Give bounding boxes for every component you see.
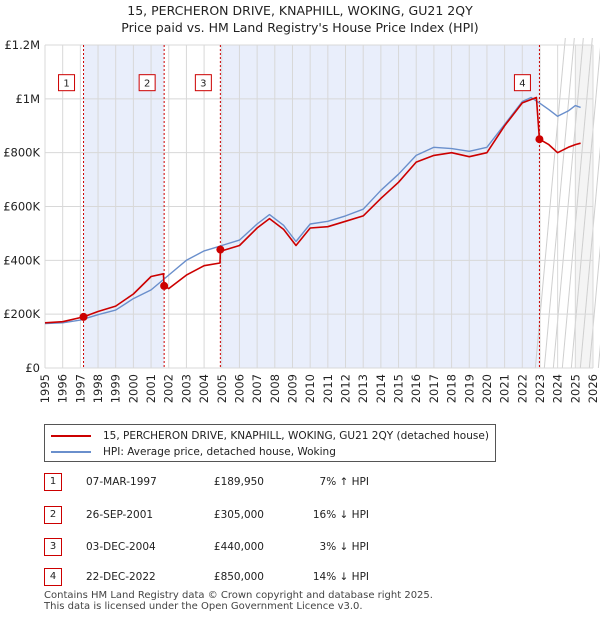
transaction-price: £305,000 <box>213 509 264 521</box>
forecast-hatch-line <box>552 37 584 369</box>
transaction-row: 3 03-DEC-2004 £440,000 3% ↓ HPI <box>44 537 564 557</box>
x-tick-label: 2021 <box>498 374 512 403</box>
transaction-date: 03-DEC-2004 <box>86 541 156 553</box>
y-tick-label: £1.2M <box>4 38 40 52</box>
y-tick-label: £800K <box>3 146 40 160</box>
sale-label-text: 3 <box>200 79 206 90</box>
legend-item-hpi: HPI: Average price, detached house, Woki… <box>51 444 336 460</box>
x-tick-label: 2024 <box>551 374 565 403</box>
x-tick-label: 2025 <box>568 374 582 403</box>
legend-item-property: 15, PERCHERON DRIVE, KNAPHILL, WOKING, G… <box>51 428 489 444</box>
x-tick-label: 2005 <box>215 374 229 403</box>
transaction-badge: 4 <box>44 568 62 586</box>
sale-label-text: 1 <box>63 79 69 90</box>
transaction-hpi: 14% ↓ HPI <box>312 571 369 583</box>
sale-label-box <box>194 74 212 92</box>
transaction-badge: 1 <box>44 473 62 491</box>
forecast-hatch-line <box>588 245 600 369</box>
x-tick-label: 2001 <box>144 374 158 403</box>
forecast-hatch-line <box>579 146 600 369</box>
x-tick-label: 2013 <box>356 374 370 403</box>
y-tick-label: £200K <box>3 307 40 321</box>
legend-swatch-hpi <box>51 451 91 453</box>
transaction-badge: 3 <box>44 538 62 556</box>
x-tick-label: 2002 <box>162 374 176 403</box>
x-tick-label: 2018 <box>445 374 459 403</box>
transaction-date: 07-MAR-1997 <box>86 476 157 488</box>
transaction-badge: 2 <box>44 506 62 524</box>
transaction-hpi: 7% ↑ HPI <box>319 476 369 488</box>
y-tick-label: £400K <box>3 253 40 267</box>
transaction-hpi: 3% ↓ HPI <box>319 541 369 553</box>
x-tick-label: 2016 <box>409 374 423 403</box>
legend: 15, PERCHERON DRIVE, KNAPHILL, WOKING, G… <box>44 424 496 462</box>
x-tick-label: 1999 <box>109 374 123 403</box>
x-tick-label: 2009 <box>285 374 299 403</box>
transaction-row: 4 22-DEC-2022 £850,000 14% ↓ HPI <box>44 567 564 587</box>
x-tick-label: 2014 <box>374 374 388 403</box>
x-tick-label: 2022 <box>515 374 529 403</box>
x-tick-label: 2017 <box>427 374 441 403</box>
x-tick-label: 2012 <box>339 374 353 403</box>
title-line-2: Price paid vs. HM Land Registry's House … <box>121 20 479 35</box>
forecast-hatch-line <box>570 47 600 369</box>
forecast-hatch-line <box>543 37 575 369</box>
x-tick-label: 2015 <box>392 374 406 403</box>
chart-title: 15, PERCHERON DRIVE, KNAPHILL, WOKING, G… <box>0 2 600 36</box>
sale-point <box>79 312 88 321</box>
x-tick-label: 1995 <box>38 374 52 403</box>
x-tick-label: 2006 <box>232 374 246 403</box>
y-tick-label: £1M <box>15 92 40 106</box>
x-tick-label: 2020 <box>480 374 494 403</box>
price-paid-line <box>44 96 581 324</box>
licence-text: This data is licensed under the Open Gov… <box>44 601 363 612</box>
copyright-text: Contains HM Land Registry data © Crown c… <box>44 590 433 601</box>
y-tick-label: £600K <box>3 200 40 214</box>
legend-label-property: 15, PERCHERON DRIVE, KNAPHILL, WOKING, G… <box>103 430 489 442</box>
transaction-price: £440,000 <box>213 541 264 553</box>
x-tick-label: 2010 <box>303 374 317 403</box>
transaction-row: 1 07-MAR-1997 £189,950 7% ↑ HPI <box>44 472 564 492</box>
sale-label-text: 4 <box>519 79 525 90</box>
sale-point <box>216 245 225 254</box>
x-tick-label: 2011 <box>321 374 335 403</box>
title-line-1: 15, PERCHERON DRIVE, KNAPHILL, WOKING, G… <box>127 3 473 18</box>
transaction-row: 2 26-SEP-2001 £305,000 16% ↓ HPI <box>44 505 564 525</box>
legend-label-hpi: HPI: Average price, detached house, Woki… <box>103 446 336 458</box>
transaction-date: 26-SEP-2001 <box>86 509 154 521</box>
price-chart: 1 2 3 4 £0 £200K £400K £600K £800K £1M £1.2M 1995 1… <box>3 37 600 403</box>
y-tick-label: £0 <box>25 361 40 375</box>
sale-point <box>160 281 169 290</box>
x-tick-label: 2026 <box>586 374 600 403</box>
sale-point <box>535 135 544 144</box>
x-tick-label: 1997 <box>73 374 87 403</box>
sale-label-box <box>138 74 156 92</box>
transaction-date: 22-DEC-2022 <box>86 571 156 583</box>
x-tick-label: 1996 <box>56 374 70 403</box>
x-tick-label: 2003 <box>179 374 193 403</box>
transaction-hpi: 16% ↓ HPI <box>312 509 369 521</box>
x-tick-label: 2004 <box>197 374 211 403</box>
forecast-hatch-line <box>561 37 593 369</box>
x-tick-label: 2007 <box>250 374 264 403</box>
sale-label-box <box>513 74 531 92</box>
x-tick-label: 1998 <box>91 374 105 403</box>
legend-swatch-property <box>51 435 91 437</box>
x-tick-label: 2000 <box>126 374 140 403</box>
hpi-line <box>44 96 581 325</box>
transaction-price: £189,950 <box>213 476 264 488</box>
x-tick-label: 2008 <box>268 374 282 403</box>
sale-label-box <box>58 74 76 92</box>
sale-label-text: 2 <box>144 79 150 90</box>
transaction-price: £850,000 <box>213 571 264 583</box>
x-tick-label: 2023 <box>533 374 547 403</box>
x-tick-label: 2019 <box>462 374 476 403</box>
footer: Contains HM Land Registry data © Crown c… <box>44 590 433 612</box>
